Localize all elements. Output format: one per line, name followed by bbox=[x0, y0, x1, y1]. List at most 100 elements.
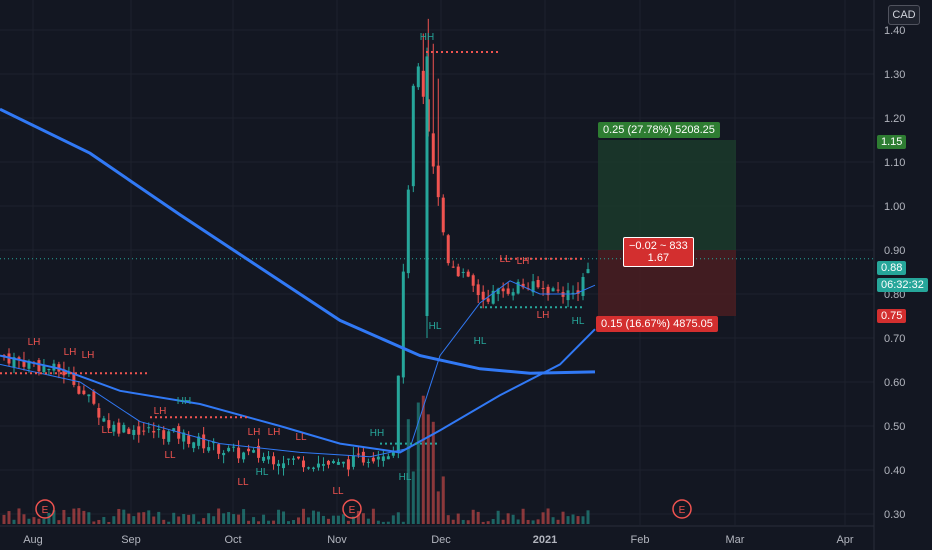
volume-bar bbox=[52, 510, 56, 524]
volume-bar bbox=[112, 516, 116, 524]
candle bbox=[107, 420, 111, 429]
volume-bar bbox=[42, 518, 46, 524]
candle bbox=[267, 456, 271, 460]
volume-bar bbox=[576, 516, 580, 524]
volume-bar bbox=[391, 515, 395, 524]
volume-bar bbox=[257, 521, 261, 524]
volume-bar bbox=[401, 521, 405, 524]
candle bbox=[262, 456, 266, 461]
pattern-label: HH bbox=[420, 32, 434, 43]
volume-bar bbox=[262, 514, 266, 524]
stop-price-label: 0.75 bbox=[877, 309, 907, 323]
y-tick-label: 0.70 bbox=[884, 333, 905, 345]
candle bbox=[42, 365, 46, 373]
candle bbox=[406, 189, 410, 274]
candle bbox=[511, 292, 515, 296]
last-price-label: 0.88 bbox=[877, 261, 907, 275]
volume-bar bbox=[222, 513, 226, 524]
volume-bar bbox=[232, 514, 236, 524]
x-tick-label: Aug bbox=[23, 534, 43, 546]
y-tick-label: 0.90 bbox=[884, 245, 905, 257]
volume-bar bbox=[321, 515, 325, 524]
candle bbox=[72, 372, 76, 385]
candle bbox=[272, 456, 276, 465]
volume-bar bbox=[356, 510, 360, 524]
candle bbox=[446, 235, 450, 264]
volume-bar bbox=[306, 517, 310, 524]
volume-bar bbox=[22, 514, 26, 524]
x-tick-label: Feb bbox=[631, 534, 650, 546]
candle bbox=[222, 452, 226, 456]
pattern-label: LL bbox=[295, 432, 307, 443]
candle bbox=[217, 444, 221, 454]
volume-bar bbox=[301, 508, 305, 524]
ma-50-line bbox=[0, 328, 596, 454]
volume-bar bbox=[192, 514, 196, 524]
volume-bar bbox=[147, 510, 151, 524]
volume-bar bbox=[267, 520, 271, 524]
volume-bar bbox=[431, 421, 435, 524]
candle bbox=[456, 266, 460, 277]
candle bbox=[461, 271, 465, 273]
volume-bar bbox=[311, 510, 315, 524]
volume-bar bbox=[491, 519, 495, 524]
candle bbox=[282, 463, 286, 469]
candle bbox=[431, 133, 435, 167]
x-tick-label: Mar bbox=[726, 534, 745, 546]
y-tick-label: 1.40 bbox=[884, 25, 905, 37]
candle bbox=[252, 450, 256, 453]
candle bbox=[386, 456, 390, 460]
candle bbox=[287, 458, 291, 460]
candle bbox=[471, 275, 475, 286]
candle bbox=[227, 447, 231, 452]
volume-bar bbox=[107, 521, 111, 524]
countdown-label: 06:32:32 bbox=[877, 278, 928, 292]
candle bbox=[62, 369, 66, 376]
candle bbox=[336, 461, 340, 465]
volume-bar bbox=[381, 521, 385, 524]
candle bbox=[546, 286, 550, 296]
candle bbox=[556, 289, 560, 291]
pattern-label: HH bbox=[177, 396, 191, 407]
pattern-label: LL bbox=[499, 254, 511, 265]
candle bbox=[157, 429, 161, 431]
volume-bar bbox=[277, 509, 281, 524]
pattern-label: LH bbox=[537, 310, 550, 321]
candle bbox=[306, 467, 310, 469]
candle bbox=[341, 461, 345, 464]
candle bbox=[566, 290, 570, 301]
pattern-label: LH bbox=[28, 337, 41, 348]
volume-bar bbox=[157, 511, 161, 524]
volume-bar bbox=[152, 516, 156, 524]
volume-bar bbox=[72, 508, 76, 524]
volume-bar bbox=[127, 513, 131, 524]
candle bbox=[172, 428, 176, 432]
candle bbox=[476, 284, 480, 296]
pattern-label: HL bbox=[256, 467, 269, 478]
volume-bar bbox=[142, 512, 146, 524]
candle bbox=[521, 283, 525, 288]
volume-bar bbox=[252, 517, 256, 524]
pattern-label: HL bbox=[474, 336, 487, 347]
volume-bar bbox=[12, 519, 16, 524]
ma-200-line bbox=[0, 107, 596, 375]
volume-bar bbox=[461, 519, 465, 524]
position-pnl: −0.02 ~ 833 bbox=[629, 240, 688, 252]
volume-bar bbox=[536, 519, 540, 524]
volume-bar bbox=[97, 519, 101, 524]
candle bbox=[516, 281, 520, 294]
volume-bar bbox=[177, 516, 181, 524]
candle bbox=[391, 451, 395, 456]
candle bbox=[486, 298, 490, 302]
volume-bar bbox=[92, 521, 96, 524]
volume-bar bbox=[37, 518, 41, 524]
candle bbox=[82, 390, 86, 395]
candle bbox=[212, 441, 216, 444]
currency-button[interactable]: CAD bbox=[888, 5, 920, 25]
candle bbox=[17, 357, 21, 360]
volume-bar bbox=[481, 521, 485, 524]
volume-bar bbox=[346, 520, 350, 524]
volume-bar bbox=[521, 508, 525, 524]
candle bbox=[147, 427, 151, 429]
